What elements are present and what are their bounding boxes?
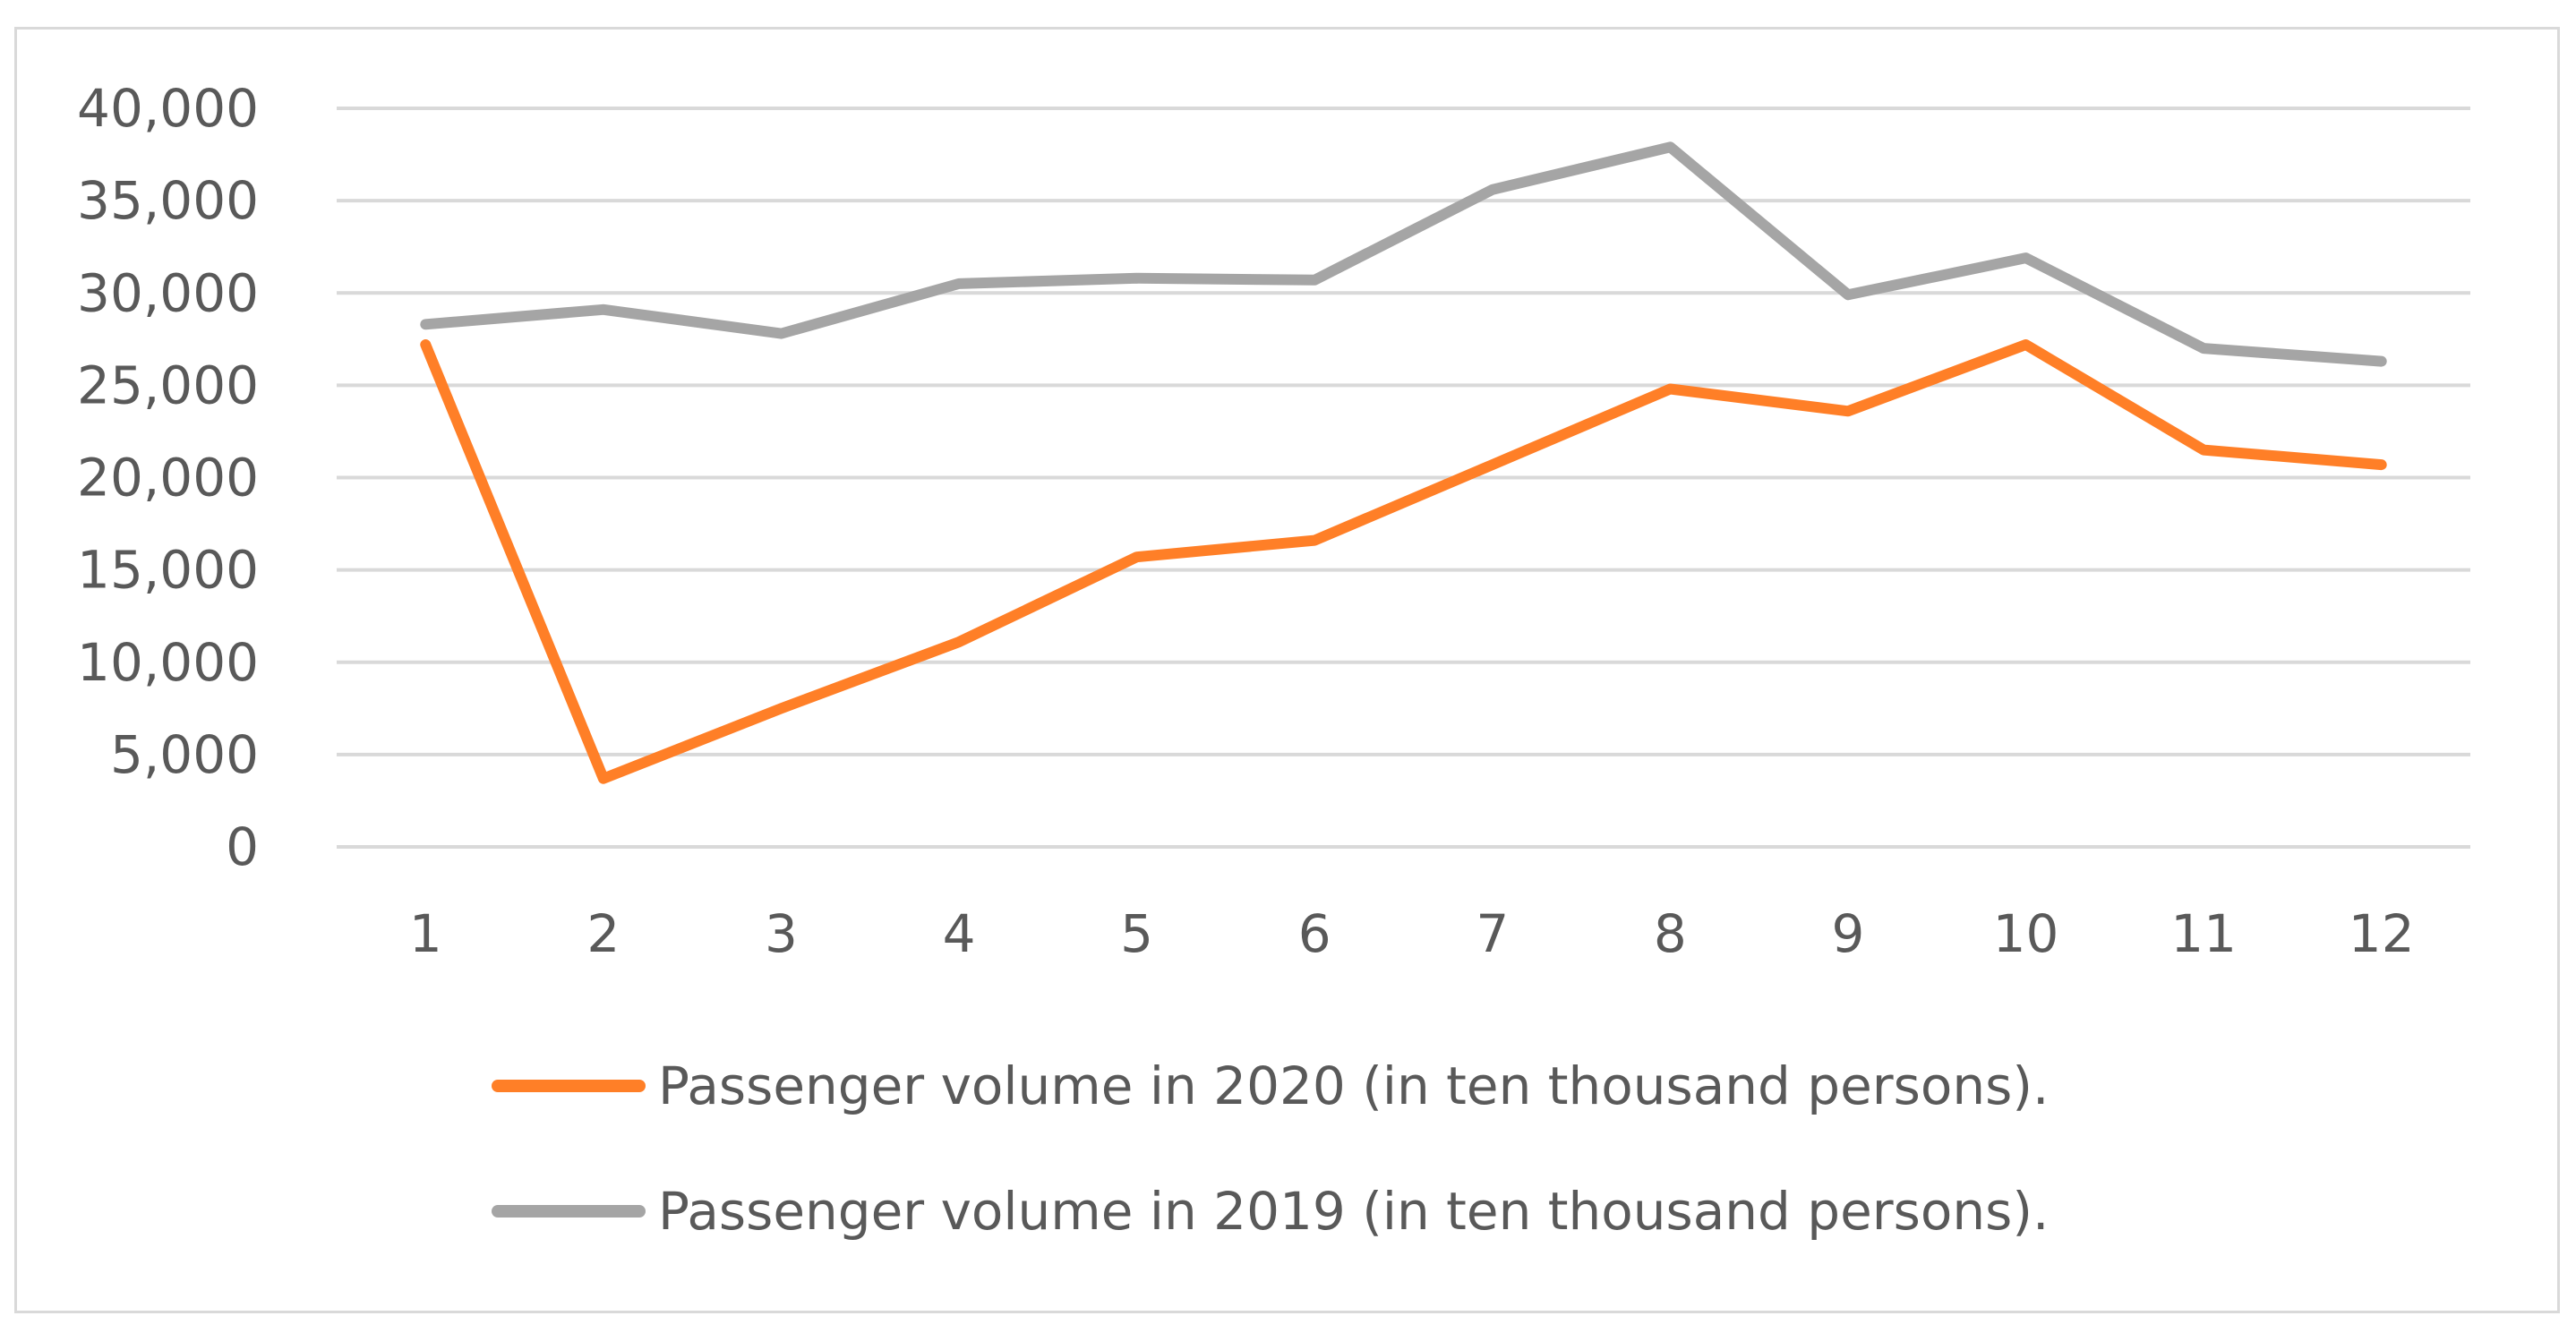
x-tick-label: 11	[2170, 903, 2237, 964]
series-lines	[420, 141, 2387, 784]
y-axis-ticks: 0 5,000 10,000 15,000 20,000 25,000 30,000 35,0…	[77, 78, 259, 877]
x-tick-label: 7	[1476, 903, 1509, 964]
chart-frame: 0 5,000 10,000 15,000 20,000 25,000 30,000 35,0…	[14, 27, 2560, 1313]
x-tick-label: 5	[1120, 903, 1153, 964]
series-line-2020	[420, 339, 2387, 784]
legend-label: Passenger volume in 2020 (in ten thousan…	[658, 1055, 2049, 1116]
y-tick-label: 25,000	[77, 355, 259, 415]
x-tick-label: 12	[2349, 903, 2415, 964]
y-tick-label: 35,000	[77, 170, 259, 231]
x-tick-label: 1	[409, 903, 442, 964]
series-line-2019	[420, 141, 2387, 367]
y-tick-label: 15,000	[77, 540, 259, 601]
y-tick-label: 5,000	[110, 724, 259, 785]
legend-label: Passenger volume in 2019 (in ten thousan…	[658, 1181, 2049, 1242]
y-tick-label: 0	[226, 816, 259, 877]
line-chart: 0 5,000 10,000 15,000 20,000 25,000 30,000 35,0…	[77, 78, 2470, 1242]
y-tick-label: 20,000	[77, 448, 259, 508]
gridlines	[337, 107, 2470, 849]
y-tick-label: 10,000	[77, 632, 259, 693]
x-tick-label: 9	[1832, 903, 1865, 964]
x-axis-ticks: 1 2 3 4 5 6 7 8 9 10 11 12	[409, 903, 2415, 964]
x-tick-label: 3	[765, 903, 798, 964]
y-tick-label: 40,000	[77, 78, 259, 139]
x-tick-label: 8	[1654, 903, 1687, 964]
x-tick-label: 4	[943, 903, 976, 964]
x-tick-label: 10	[1993, 903, 2059, 964]
legend: Passenger volume in 2020 (in ten thousan…	[492, 1055, 2049, 1242]
y-tick-label: 30,000	[77, 262, 259, 323]
x-tick-label: 2	[586, 903, 620, 964]
x-tick-label: 6	[1298, 903, 1331, 964]
